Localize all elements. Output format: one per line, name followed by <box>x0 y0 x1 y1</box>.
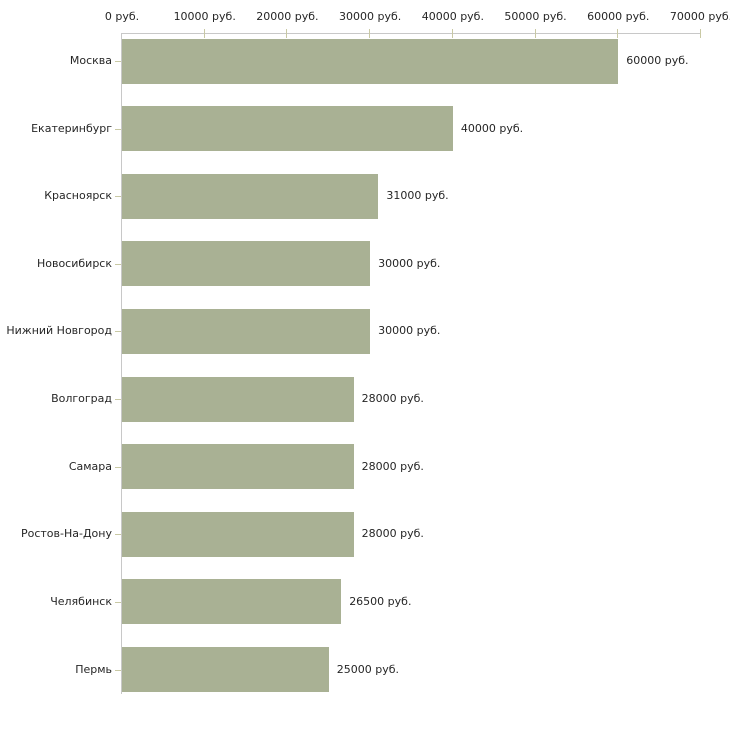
bar-value-label: 30000 руб. <box>378 324 441 338</box>
bar <box>122 444 354 490</box>
bar-value-label: 30000 руб. <box>378 256 441 270</box>
category-label: Красноярск <box>44 189 112 203</box>
x-tick <box>700 29 701 38</box>
category-label: Пермь <box>75 662 112 676</box>
y-tick <box>115 331 121 333</box>
bar <box>122 376 354 422</box>
x-tick-label: 10000 руб. <box>173 10 236 23</box>
x-tick-label: 40000 руб. <box>421 10 484 23</box>
bar-value-label: 28000 руб. <box>361 527 424 541</box>
y-tick <box>115 399 121 401</box>
bar <box>122 173 379 219</box>
bar <box>122 106 453 152</box>
bar-value-label: 28000 руб. <box>361 459 424 473</box>
x-tick <box>203 29 205 38</box>
x-tick-label: 50000 руб. <box>504 10 567 23</box>
category-label: Самара <box>68 459 112 473</box>
bar <box>122 647 329 693</box>
category-label: Нижний Новгород <box>6 324 112 338</box>
bar-value-label: 31000 руб. <box>386 189 449 203</box>
x-tick-label: 60000 руб. <box>587 10 650 23</box>
bar <box>122 579 342 625</box>
bar <box>122 511 354 557</box>
y-tick <box>115 128 121 130</box>
y-tick <box>115 196 121 198</box>
x-tick <box>617 29 619 38</box>
bar-value-label: 26500 руб. <box>349 594 412 608</box>
y-tick <box>115 534 121 536</box>
bar <box>122 241 371 287</box>
category-label: Екатеринбург <box>31 121 112 135</box>
category-label: Ростов-На-Дону <box>20 527 112 541</box>
category-label: Волгоград <box>51 392 112 406</box>
category-label: Новосибирск <box>36 256 112 270</box>
x-tick-label: 70000 руб. <box>669 10 730 23</box>
bar-value-label: 25000 руб. <box>336 662 400 676</box>
bar <box>122 308 371 354</box>
bar-value-label: 60000 руб. <box>626 54 689 67</box>
x-tick <box>286 29 288 38</box>
y-tick <box>115 601 121 603</box>
y-tick <box>115 61 121 62</box>
y-tick <box>115 263 121 265</box>
category-label: Москва <box>69 54 112 67</box>
x-tick-label: 20000 руб. <box>256 10 319 23</box>
category-label: Челябинск <box>50 594 112 608</box>
bar <box>122 38 619 84</box>
y-tick <box>115 669 121 671</box>
y-tick <box>115 466 121 468</box>
bar-value-label: 40000 руб. <box>460 121 524 135</box>
x-tick <box>369 29 371 38</box>
x-tick-label: 0 руб. <box>104 10 140 23</box>
x-tick <box>534 29 536 38</box>
bar-value-label: 28000 руб. <box>361 392 424 406</box>
plot-area: 0 руб. 10000 руб. 20000 руб. 30000 руб. 4000… <box>6 10 730 694</box>
x-tick-label: 30000 руб. <box>339 10 402 23</box>
x-tick <box>451 29 453 38</box>
